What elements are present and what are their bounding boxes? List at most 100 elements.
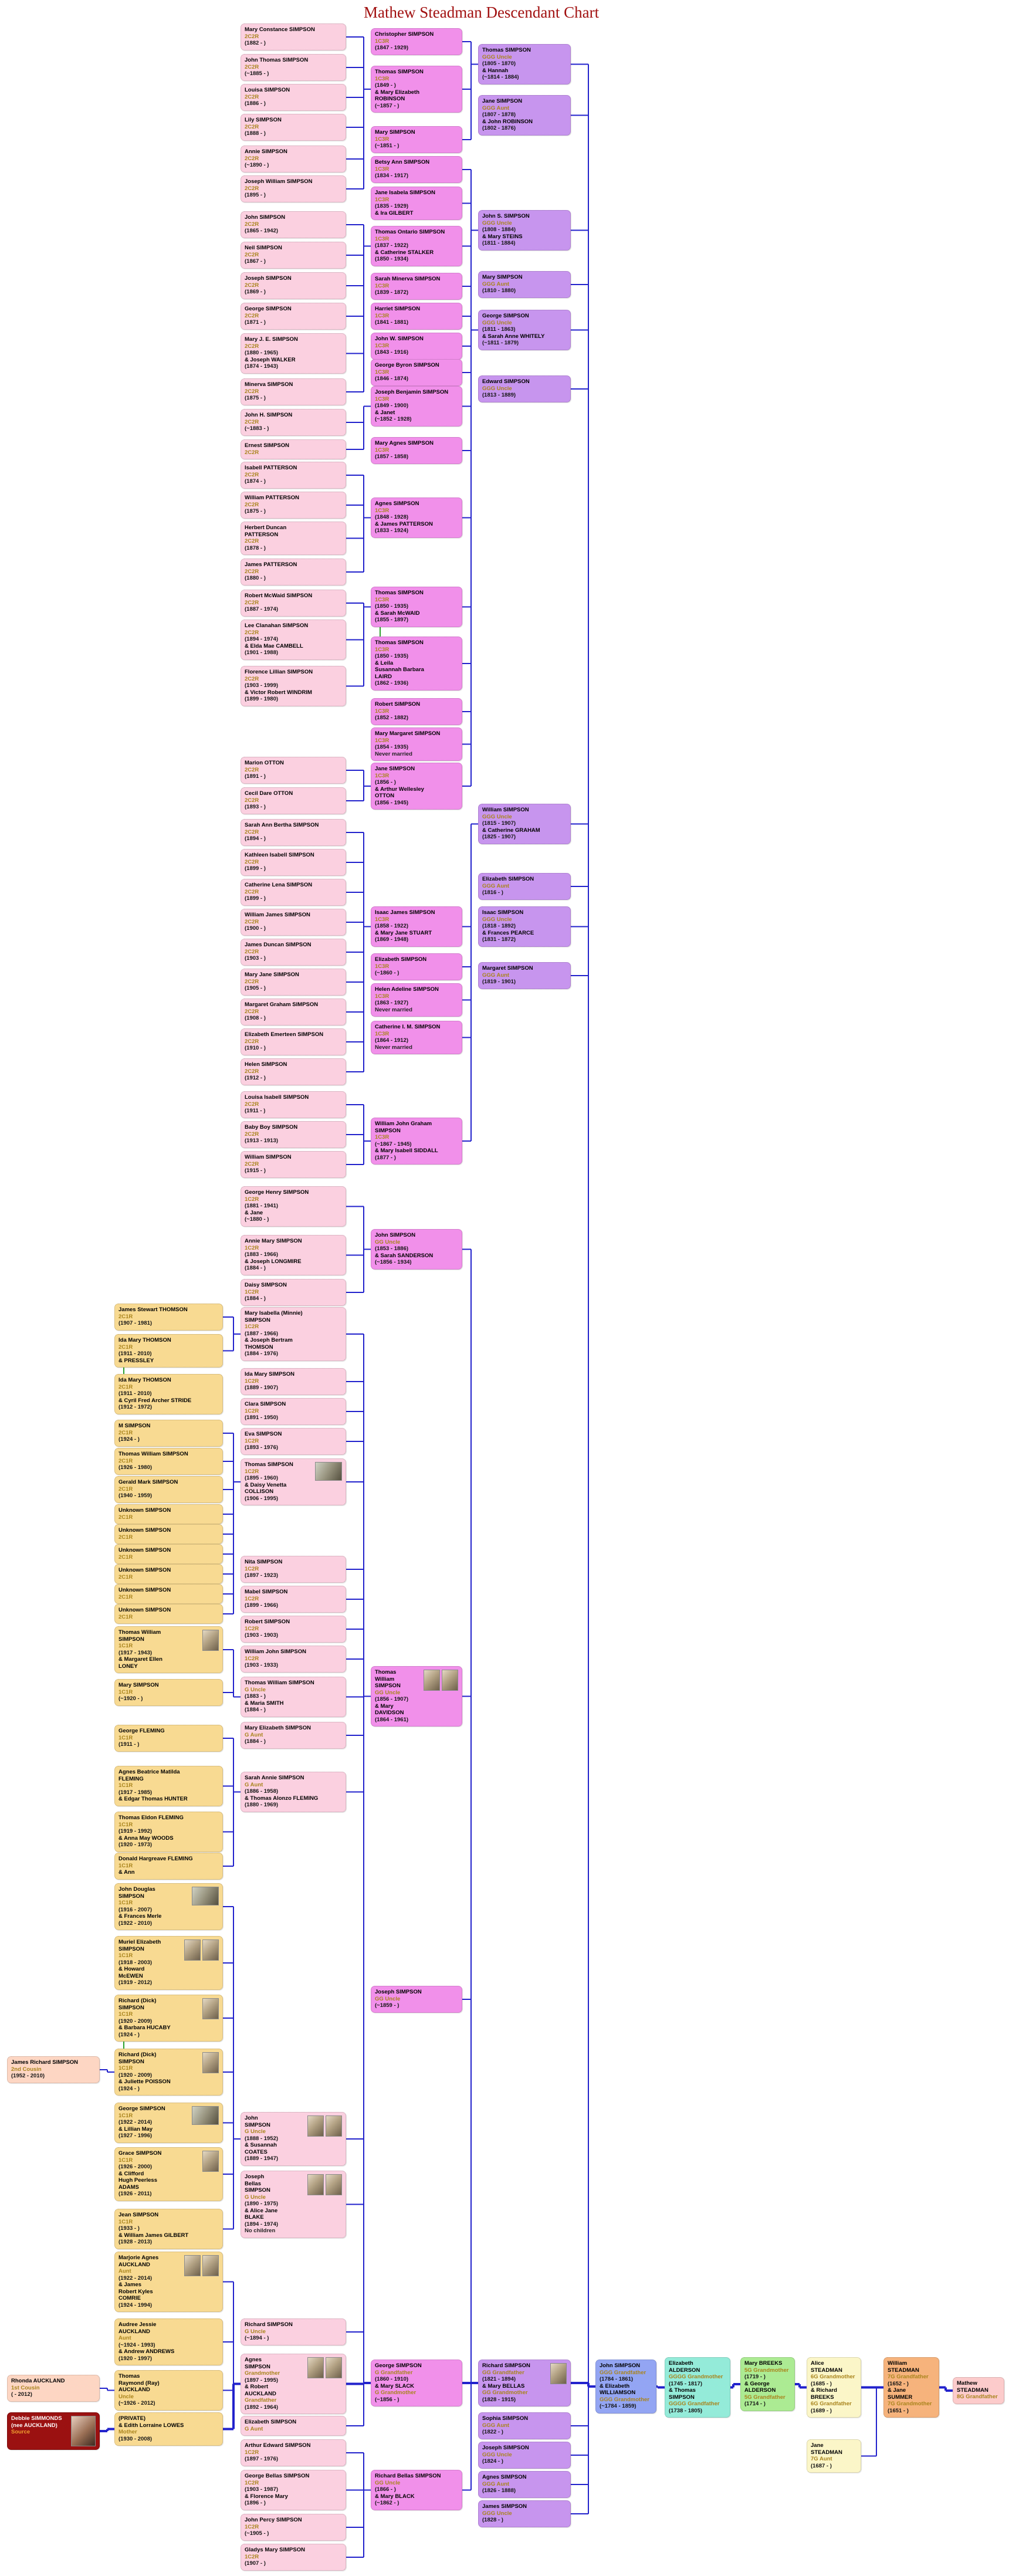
person-box-b606[interactable]: William STEADMAN 7G Grandfather (1652 - ) & … <box>883 2357 939 2418</box>
person-box-b354[interactable]: Agnes SIMPSON Grandmother (1897 - 1995) & Ro… <box>241 2354 346 2414</box>
person-box-b604[interactable]: Alice STEADMAN 6G Grandmother (1685 - ) & Ri… <box>807 2357 861 2418</box>
person-box-b515[interactable]: James SIMPSON GGG Uncle (1828 - ) <box>478 2500 571 2527</box>
person-box-b203[interactable]: Ida Mary THOMSON 2C1R (1911 - 2010) & Cyril… <box>114 1374 223 1414</box>
person-box-b355[interactable]: Elizabeth SIMPSON G Aunt <box>241 2416 346 2436</box>
person-box-b229[interactable]: (PRIVATE) & Edith Lorraine LOWES Mother (19… <box>114 2412 223 2446</box>
person-box-b401[interactable]: Christopher SIMPSON 1C3R (1847 - 1929) <box>371 28 462 55</box>
person-box-b351[interactable]: John SIMPSON G Uncle (1888 - 1952) & Susanna… <box>241 2112 346 2166</box>
person-box-b422[interactable]: Catherine I. M. SIMPSON 1C3R (1864 - 1912)… <box>371 1021 462 1054</box>
person-box-b327[interactable]: William James SIMPSON 2C2R (1900 - ) <box>241 909 346 936</box>
person-box-b307[interactable]: John SIMPSON 2C2R (1865 - 1942) <box>241 211 346 238</box>
person-box-b410[interactable]: George Byron SIMPSON 1C3R (1846 - 1874) <box>371 359 462 386</box>
person-box-b316[interactable]: William PATTERSON 2C2R (1875 - ) <box>241 492 346 519</box>
person-box-b333[interactable]: Louisa Isabell SIMPSON 2C2R (1911 - ) <box>241 1091 346 1118</box>
person-box-b427[interactable]: George SIMPSON G Grandfather (1860 - 1910)… <box>371 2360 462 2406</box>
person-box-b411[interactable]: Joseph Benjamin SIMPSON 1C3R (1849 - 1900)… <box>371 386 462 426</box>
person-box-b329[interactable]: Mary Jane SIMPSON 2C2R (1905 - ) <box>241 969 346 996</box>
person-box-b418[interactable]: Jane SIMPSON 1C3R (1856 - ) & Arthur Welles… <box>371 763 462 810</box>
person-box-b409[interactable]: John W. SIMPSON 1C3R (1843 - 1916) <box>371 333 462 360</box>
person-box-b339[interactable]: Mary Isabella (Minnie) SIMPSON 1C2R (1887 -… <box>241 1307 346 1361</box>
person-box-b315[interactable]: Isabell PATTERSON 2C2R (1874 - ) <box>241 462 346 489</box>
person-box-b304[interactable]: Lily SIMPSON 2C2R (1888 - ) <box>241 114 346 141</box>
person-box-b337[interactable]: Annie Mary SIMPSON 1C2R (1883 - 1966) & Jos… <box>241 1235 346 1275</box>
person-box-b219[interactable]: John Douglas SIMPSON 1C1R (1916 - 2007) & Fr… <box>114 1883 223 1930</box>
person-box-b224[interactable]: Grace SIMPSON 1C1R (1926 - 2000) & Clifford… <box>114 2147 223 2201</box>
person-box-b331[interactable]: Elizabeth Emerteen SIMPSON 2C2R (1910 - ) <box>241 1028 346 1055</box>
person-box-b511[interactable]: Richard SIMPSON GG Grandfather (1821 - 189… <box>478 2360 571 2406</box>
person-box-b328[interactable]: James Duncan SIMPSON 2C2R (1903 - ) <box>241 939 346 966</box>
person-box-b501[interactable]: Thomas SIMPSON GGG Uncle (1805 - 1870) & Ha… <box>478 44 571 84</box>
person-box-b425[interactable]: Thomas William SIMPSON GG Uncle (1856 - 1907… <box>371 1666 462 1727</box>
person-box-b102[interactable]: Rhonda AUCKLAND 1st Cousin( - 2012) <box>7 2375 100 2402</box>
person-box-b317[interactable]: Herbert Duncan PATTERSON 2C2R (1878 - ) <box>241 522 346 555</box>
person-box-b103[interactable]: Debbie SIMMONDS (nee AUCKLAND) Source <box>7 2412 100 2450</box>
person-box-b311[interactable]: Mary J. E. SIMPSON 2C2R (1880 - 1965) & Jos… <box>241 333 346 374</box>
person-box-b414[interactable]: Thomas SIMPSON 1C3R (1850 - 1935) & Sarah M… <box>371 587 462 627</box>
person-box-b416[interactable]: Robert SIMPSON 1C3R (1852 - 1882) <box>371 698 462 725</box>
person-box-b419[interactable]: Isaac James SIMPSON 1C3R (1858 - 1922) & Ma… <box>371 906 462 947</box>
person-box-b318[interactable]: James PATTERSON 2C2R (1880 - ) <box>241 558 346 585</box>
person-box-b513[interactable]: Joseph SIMPSON GGG Uncle (1824 - ) <box>478 2442 571 2469</box>
person-box-b204[interactable]: M SIMPSON 2C1R (1924 - ) <box>114 1420 223 1447</box>
person-box-b424[interactable]: John SIMPSON GG Uncle (1853 - 1886) & Sarah… <box>371 1229 462 1270</box>
person-box-b356[interactable]: Arthur Edward SIMPSON 1C2R (1897 - 1976) <box>241 2439 346 2466</box>
person-box-b220[interactable]: Muriel Elizabeth SIMPSON 1C1R (1918 - 2003)… <box>114 1936 223 1990</box>
person-box-b222[interactable]: Richard (Dick) SIMPSON 1C1R (1920 - 2009) & … <box>114 2049 223 2096</box>
person-box-b607[interactable]: Mathew STEADMAN 8G Grandfather <box>953 2377 1004 2404</box>
person-box-b345[interactable]: Mabel SIMPSON 1C2R (1899 - 1966) <box>241 1586 346 1613</box>
person-box-b217[interactable]: Thomas Eldon FLEMING 1C1R (1919 - 1992) & A… <box>114 1812 223 1852</box>
person-box-b504[interactable]: Mary SIMPSON GGG Aunt (1810 - 1880) <box>478 271 571 298</box>
person-box-b352[interactable]: Joseph Bellas SIMPSON G Uncle (1890 - 1975) &… <box>241 2171 346 2238</box>
person-box-b202[interactable]: Ida Mary THOMSON 2C1R (1911 - 2010) & PRESS… <box>114 1334 223 1367</box>
person-box-b228[interactable]: Thomas Raymond (Ray) AUCKLAND Uncle (~1926 -… <box>114 2370 223 2411</box>
person-box-b407[interactable]: Sarah Minerva SIMPSON 1C3R (1839 - 1872) <box>371 273 462 300</box>
person-box-b350[interactable]: Sarah Annie SIMPSON G Aunt (1886 - 1958) & … <box>241 1772 346 1812</box>
person-box-b205[interactable]: Thomas William SIMPSON 2C1R (1926 - 1980) <box>114 1448 223 1475</box>
person-box-b421[interactable]: Helen Adeline SIMPSON 1C3R (1863 - 1927) Ne… <box>371 983 462 1017</box>
person-box-b602[interactable]: Elizabeth ALDERSON GGGG Grandmother (1745 -… <box>665 2357 730 2418</box>
person-box-b308[interactable]: Neil SIMPSON 2C2R (1867 - ) <box>241 242 346 269</box>
person-box-b344[interactable]: Nita SIMPSON 1C2R (1897 - 1923) <box>241 1556 346 1583</box>
person-box-b225[interactable]: Jean SIMPSON 1C1R (1933 - ) & William James… <box>114 2209 223 2249</box>
person-box-b413[interactable]: Agnes SIMPSON 1C3R (1848 - 1928) & James PA… <box>371 497 462 538</box>
person-box-b332[interactable]: Helen SIMPSON 2C2R (1912 - ) <box>241 1058 346 1085</box>
person-box-b207[interactable]: Unknown SIMPSON 2C1R <box>114 1504 223 1524</box>
person-box-b309[interactable]: Joseph SIMPSON 2C2R (1869 - ) <box>241 272 346 299</box>
person-box-b403[interactable]: Mary SIMPSON 1C3R (~1851 - ) <box>371 126 462 153</box>
person-box-b502[interactable]: Jane SIMPSON GGG Aunt (1807 - 1878) & John … <box>478 95 571 136</box>
person-box-b201[interactable]: James Stewart THOMSON 2C1R (1907 - 1981) <box>114 1304 223 1331</box>
person-box-b358[interactable]: John Percy SIMPSON 1C2R (~1905 - ) <box>241 2514 346 2541</box>
person-box-b101[interactable]: James Richard SIMPSON 2nd Cousin (1952 - 2… <box>7 2056 100 2083</box>
person-box-b211[interactable]: Unknown SIMPSON 2C1R <box>114 1584 223 1604</box>
person-box-b408[interactable]: Harriet SIMPSON 1C3R (1841 - 1881) <box>371 303 462 330</box>
person-box-b348[interactable]: Thomas William SIMPSON G Uncle (1883 - ) & … <box>241 1677 346 1717</box>
person-box-b301[interactable]: Mary Constance SIMPSON 2C2R (1882 - ) <box>241 23 346 50</box>
person-box-b605[interactable]: Jane STEADMAN 7G Aunt (1687 - ) <box>807 2439 861 2473</box>
person-box-b507[interactable]: William SIMPSON GGG Uncle (1815 - 1907) & C… <box>478 804 571 844</box>
person-box-b508[interactable]: Elizabeth SIMPSON GGG Aunt (1816 - ) <box>478 873 571 900</box>
person-box-b320[interactable]: Lee Clanahan SIMPSON 2C2R (1894 - 1974) & E… <box>241 620 346 660</box>
person-box-b426[interactable]: Joseph SIMPSON GG Uncle (~1859 - ) <box>371 1986 462 2013</box>
person-box-b215[interactable]: George FLEMING 1C1R (1911 - ) <box>114 1725 223 1752</box>
person-box-b353[interactable]: Richard SIMPSON G Uncle (~1894 - ) <box>241 2318 346 2345</box>
person-box-b314[interactable]: Ernest SIMPSON 2C2R <box>241 439 346 459</box>
person-box-b322[interactable]: Marion OTTON 2C2R (1891 - ) <box>241 757 346 784</box>
person-box-b218[interactable]: Donald Hargreave FLEMING 1C1R & Ann <box>114 1853 223 1880</box>
person-box-b221[interactable]: Richard (Dick) SIMPSON 1C1R (1920 - 2009) & … <box>114 1995 223 2042</box>
person-box-b428[interactable]: Richard Bellas SIMPSON GG Uncle (1866 - ) &… <box>371 2470 462 2510</box>
person-box-b206[interactable]: Gerald Mark SIMPSON 2C1R (1940 - 1959) <box>114 1476 223 1503</box>
person-box-b227[interactable]: Audree Jessie AUCKLAND Aunt (~1924 - 1993) &… <box>114 2318 223 2365</box>
person-box-b302[interactable]: John Thomas SIMPSON 2C2R (~1885 - ) <box>241 54 346 81</box>
person-box-b334[interactable]: Baby Boy SIMPSON 2C2R (1913 - 1913) <box>241 1121 346 1148</box>
person-box-b505[interactable]: George SIMPSON GGG Uncle (1811 - 1863) & Sa… <box>478 310 571 350</box>
person-box-b335[interactable]: William SIMPSON 2C2R (1915 - ) <box>241 1151 346 1178</box>
person-box-b340[interactable]: Ida Mary SIMPSON 1C2R (1889 - 1907) <box>241 1368 346 1395</box>
person-box-b321[interactable]: Florence Lillian SIMPSON 2C2R (1903 - 1999… <box>241 666 346 706</box>
person-box-b305[interactable]: Annie SIMPSON 2C2R (~1890 - ) <box>241 145 346 172</box>
person-box-b312[interactable]: Minerva SIMPSON 2C2R (1875 - ) <box>241 378 346 405</box>
person-box-b349[interactable]: Mary Elizabeth SIMPSON G Aunt (1884 - ) <box>241 1722 346 1749</box>
person-box-b415[interactable]: Thomas SIMPSON 1C3R (1850 - 1935) & Leila Su… <box>371 637 462 690</box>
person-box-b402[interactable]: Thomas SIMPSON 1C3R (1849 - ) & Mary Elizab… <box>371 66 462 113</box>
person-box-b417[interactable]: Mary Margaret SIMPSON 1C3R (1854 - 1935) Ne… <box>371 727 462 761</box>
person-box-b323[interactable]: Cecil Dare OTTON 2C2R (1893 - ) <box>241 787 346 814</box>
